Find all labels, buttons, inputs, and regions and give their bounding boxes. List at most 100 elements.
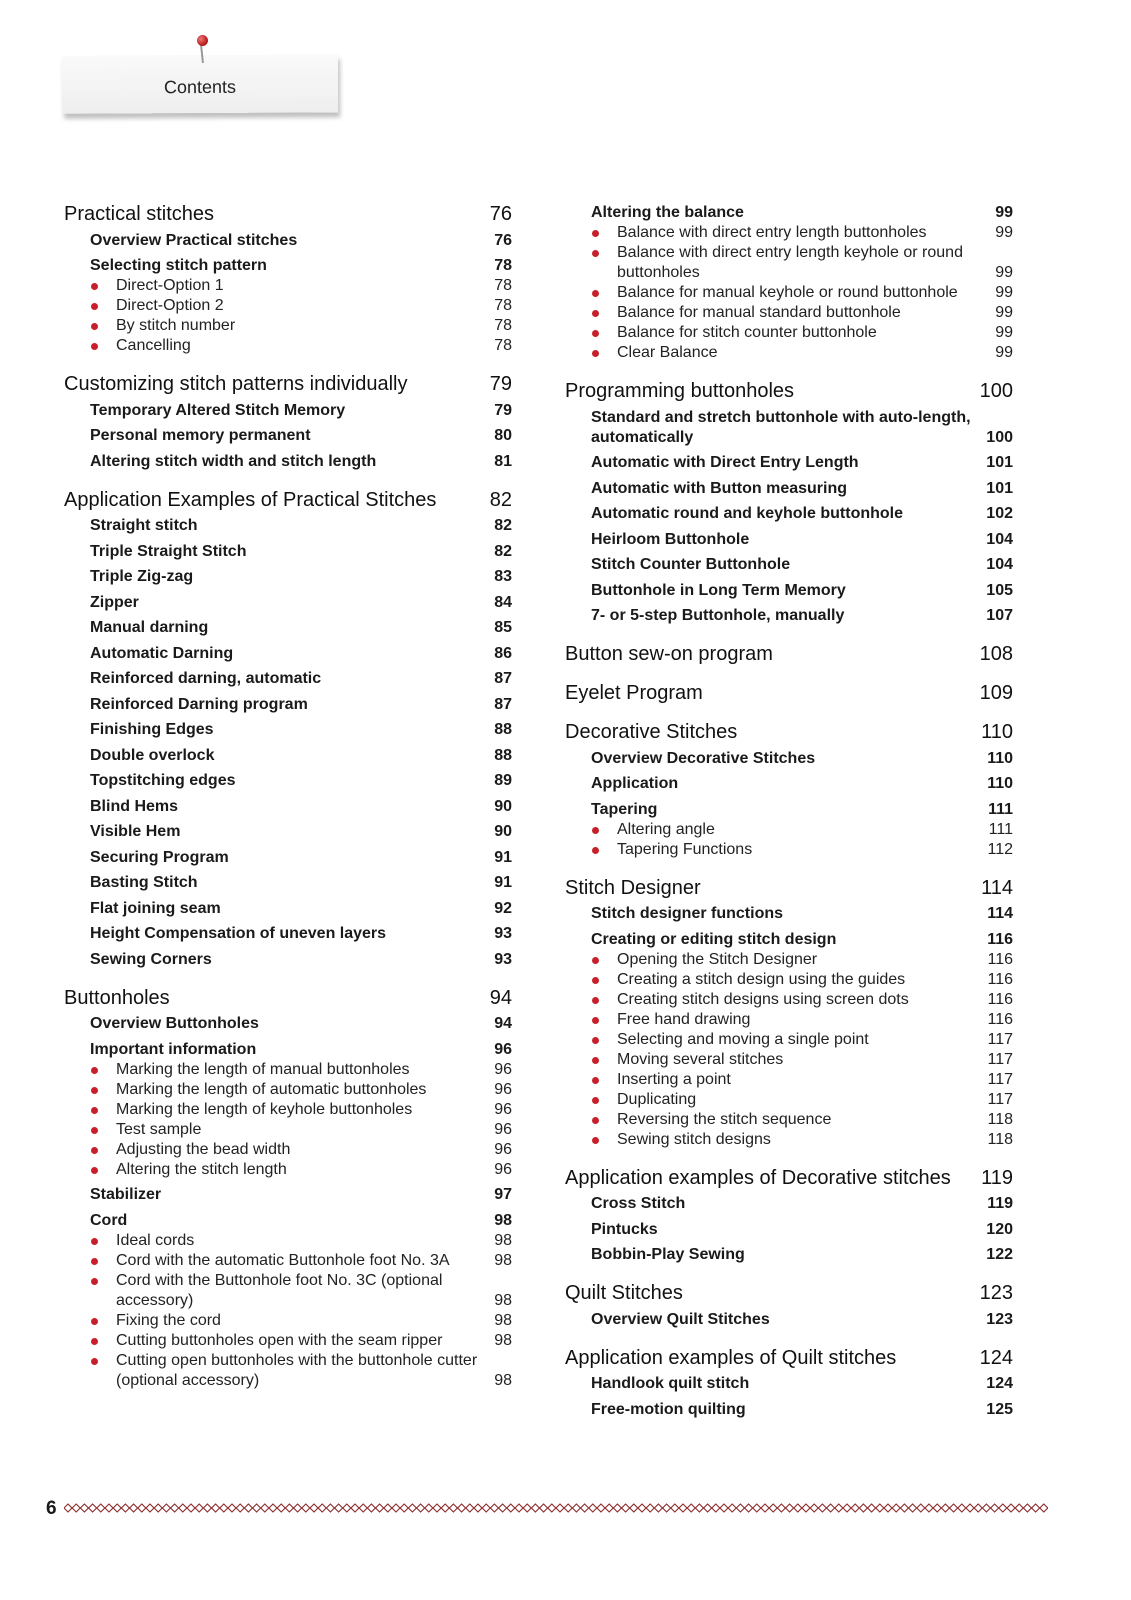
toc-section[interactable]: Sewing Corners 93 <box>64 950 512 970</box>
toc-subsection[interactable]: Direct-Option 2 78 <box>64 296 512 316</box>
toc-section[interactable]: Height Compensation of uneven layers 93 <box>64 924 512 944</box>
toc-section[interactable]: Visible Hem 90 <box>64 822 512 842</box>
toc-subsection[interactable]: Ideal cords 98 <box>64 1231 512 1251</box>
toc-section[interactable]: Altering the balance 99 <box>565 203 1013 223</box>
toc-subsection[interactable]: Moving several stitches 117 <box>565 1050 1013 1070</box>
toc-section[interactable]: Cross Stitch 119 <box>565 1194 1013 1214</box>
toc-subsection[interactable]: Altering the stitch length 96 <box>64 1160 512 1180</box>
toc-chapter[interactable]: Quilt Stitches 123 <box>565 1282 1013 1304</box>
toc-subsection[interactable]: Clear Balance 99 <box>565 343 1013 363</box>
toc-subsection[interactable]: Balance for manual standard buttonhole 99 <box>565 303 1013 323</box>
toc-subsection[interactable]: Cutting buttonholes open with the seam r… <box>64 1331 512 1351</box>
toc-section[interactable]: Basting Stitch 91 <box>64 873 512 893</box>
toc-section[interactable]: Standard and stretch buttonhole with aut… <box>565 408 1013 448</box>
toc-section[interactable]: Finishing Edges 88 <box>64 720 512 740</box>
toc-chapter[interactable]: Programming buttonholes 100 <box>565 380 1013 402</box>
toc-chapter[interactable]: Application examples of Quilt stitches 12… <box>565 1347 1013 1369</box>
toc-chapter[interactable]: Application examples of Decorative stitc… <box>565 1167 1013 1189</box>
toc-section[interactable]: Altering stitch width and stitch length 8… <box>64 452 512 472</box>
toc-section[interactable]: Topstitching edges 89 <box>64 771 512 791</box>
toc-section[interactable]: Stabilizer 97 <box>64 1185 512 1205</box>
diamond-mark <box>506 1503 516 1513</box>
toc-subsection[interactable]: Cord with the Buttonhole foot No. 3C (op… <box>64 1271 512 1311</box>
toc-subsection[interactable]: Sewing stitch designs 118 <box>565 1130 1013 1150</box>
toc-subsection[interactable]: Balance for stitch counter buttonhole 99 <box>565 323 1013 343</box>
toc-entry-title: Double overlock <box>90 746 215 764</box>
toc-section[interactable]: Free-motion quilting 125 <box>565 1400 1013 1420</box>
toc-section[interactable]: Flat joining seam 92 <box>64 899 512 919</box>
toc-subsection[interactable]: Creating stitch designs using screen dot… <box>565 990 1013 1010</box>
toc-chapter[interactable]: Button sew-on program 108 <box>565 643 1013 665</box>
toc-section[interactable]: Overview Quilt Stitches 123 <box>565 1310 1013 1330</box>
toc-chapter[interactable]: Practical stitches 76 <box>64 203 512 225</box>
toc-subsection[interactable]: Selecting and moving a single point 117 <box>565 1030 1013 1050</box>
toc-chapter[interactable]: Customizing stitch patterns individually… <box>64 373 512 395</box>
toc-section[interactable]: Triple Zig-zag 83 <box>64 567 512 587</box>
toc-section[interactable]: Buttonhole in Long Term Memory 105 <box>565 581 1013 601</box>
toc-subsection[interactable]: Marking the length of manual buttonholes… <box>64 1060 512 1080</box>
toc-section[interactable]: Automatic Darning 86 <box>64 644 512 664</box>
toc-section[interactable]: Overview Buttonholes 94 <box>64 1014 512 1034</box>
toc-subsection[interactable]: Balance with direct entry length keyhole… <box>565 243 1013 283</box>
toc-section[interactable]: 7- or 5-step Buttonhole, manually 107 <box>565 606 1013 626</box>
toc-section[interactable]: Automatic with Button measuring 101 <box>565 479 1013 499</box>
toc-section[interactable]: Automatic with Direct Entry Length 101 <box>565 453 1013 473</box>
toc-section[interactable]: Temporary Altered Stitch Memory 79 <box>64 401 512 421</box>
toc-subsection[interactable]: Marking the length of automatic buttonho… <box>64 1080 512 1100</box>
toc-section[interactable]: Personal memory permanent 80 <box>64 426 512 446</box>
toc-section[interactable]: Overview Decorative Stitches 110 <box>565 749 1013 769</box>
toc-section[interactable]: Double overlock 88 <box>64 746 512 766</box>
toc-section[interactable]: Straight stitch 82 <box>64 516 512 536</box>
toc-section[interactable]: Blind Hems 90 <box>64 797 512 817</box>
toc-subsection[interactable]: Direct-Option 1 78 <box>64 276 512 296</box>
toc-section[interactable]: Handlook quilt stitch 124 <box>565 1374 1013 1394</box>
toc-section[interactable]: Manual darning 85 <box>64 618 512 638</box>
toc-subsection[interactable]: Cord with the automatic Buttonhole foot … <box>64 1251 512 1271</box>
toc-section[interactable]: Zipper 84 <box>64 593 512 613</box>
toc-subsection[interactable]: By stitch number 78 <box>64 316 512 336</box>
toc-subsection[interactable]: Balance for manual keyhole or round butt… <box>565 283 1013 303</box>
toc-chapter[interactable]: Stitch Designer 114 <box>565 877 1013 899</box>
toc-subsection[interactable]: Test sample 96 <box>64 1120 512 1140</box>
toc-section[interactable]: Stitch designer functions 114 <box>565 904 1013 924</box>
toc-section[interactable]: Important information 96 <box>64 1040 512 1060</box>
toc-subsection[interactable]: Altering angle 111 <box>565 820 1013 840</box>
bullet-icon <box>91 1086 98 1094</box>
toc-section[interactable]: Application 110 <box>565 774 1013 794</box>
toc-section[interactable]: Selecting stitch pattern 78 <box>64 256 512 276</box>
toc-subsection[interactable]: Tapering Functions 112 <box>565 840 1013 860</box>
toc-chapter[interactable]: Eyelet Program 109 <box>565 682 1013 704</box>
toc-subsection[interactable]: Opening the Stitch Designer 116 <box>565 950 1013 970</box>
toc-subsection[interactable]: Creating a stitch design using the guide… <box>565 970 1013 990</box>
diamond-mark <box>694 1503 705 1513</box>
toc-section[interactable]: Reinforced Darning program 87 <box>64 695 512 715</box>
toc-chapter[interactable]: Application Examples of Practical Stitch… <box>64 489 512 511</box>
toc-entry-page: 82 <box>494 542 512 560</box>
toc-subsection[interactable]: Cancelling 78 <box>64 336 512 356</box>
toc-section[interactable]: Pintucks 120 <box>565 1220 1013 1240</box>
toc-section[interactable]: Creating or editing stitch design 116 <box>565 930 1013 950</box>
toc-subsection[interactable]: Balance with direct entry length buttonh… <box>565 223 1013 243</box>
toc-section[interactable]: Overview Practical stitches 76 <box>64 231 512 251</box>
toc-section[interactable]: Securing Program 91 <box>64 848 512 868</box>
toc-section[interactable]: Automatic round and keyhole buttonhole 10… <box>565 504 1013 524</box>
toc-section[interactable]: Cord 98 <box>64 1211 512 1231</box>
toc-section[interactable]: Stitch Counter Buttonhole 104 <box>565 555 1013 575</box>
toc-subsection[interactable]: Adjusting the bead width 96 <box>64 1140 512 1160</box>
toc-chapter[interactable]: Buttonholes 94 <box>64 987 512 1009</box>
toc-section[interactable]: Triple Straight Stitch 82 <box>64 542 512 562</box>
toc-subsection[interactable]: Reversing the stitch sequence 118 <box>565 1110 1013 1130</box>
toc-section[interactable]: Reinforced darning, automatic 87 <box>64 669 512 689</box>
toc-section[interactable]: Bobbin-Play Sewing 122 <box>565 1245 1013 1265</box>
toc-chapter[interactable]: Decorative Stitches 110 <box>565 721 1013 743</box>
toc-subsection[interactable]: Cutting open buttonholes with the button… <box>64 1351 512 1391</box>
toc-subsection[interactable]: Duplicating 117 <box>565 1090 1013 1110</box>
toc-entry-page: 108 <box>979 643 1013 665</box>
toc-section[interactable]: Heirloom Buttonhole 104 <box>565 530 1013 550</box>
toc-subsection[interactable]: Marking the length of keyhole buttonhole… <box>64 1100 512 1120</box>
toc-subsection[interactable]: Fixing the cord 98 <box>64 1311 512 1331</box>
toc-subsection[interactable]: Free hand drawing 116 <box>565 1010 1013 1030</box>
toc-subsection[interactable]: Inserting a point 117 <box>565 1070 1013 1090</box>
toc-section[interactable]: Tapering 111 <box>565 800 1013 820</box>
diamond-mark <box>399 1503 409 1513</box>
